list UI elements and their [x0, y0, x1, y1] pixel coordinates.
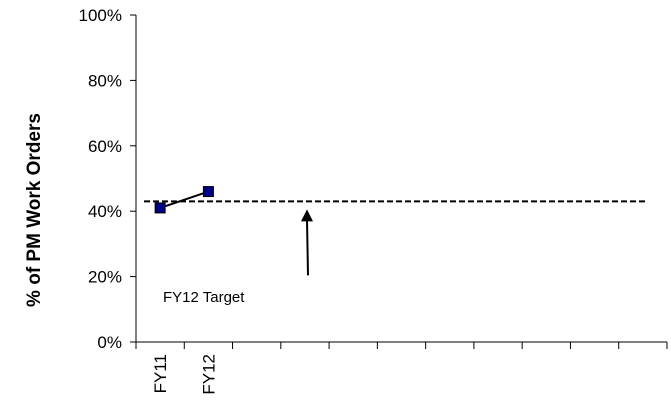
y-tick-labels: 0% 20% 40% 60% 80% 100%: [79, 6, 122, 352]
y-tick-label: 20%: [88, 268, 122, 287]
y-tick-label: 60%: [88, 137, 122, 156]
series-line: [159, 190, 209, 209]
target-annotation: FY12 Target: [163, 289, 245, 306]
x-tick-marks: [135, 342, 668, 349]
x-tick-labels: FY11 FY12: [151, 354, 218, 395]
annotation-arrow-head: [301, 209, 313, 222]
y-tick-label: 80%: [88, 71, 122, 90]
y-tick-marks: [130, 14, 136, 343]
annotation-arrow: [306, 219, 309, 276]
data-points: [154, 186, 214, 214]
y-tick-label: 100%: [79, 6, 122, 25]
y-tick-label: 0%: [97, 333, 122, 352]
y-axis-label: % of PM Work Orders: [24, 113, 45, 307]
y-tick-label: 40%: [88, 202, 122, 221]
data-point: [154, 202, 166, 214]
data-point: [202, 186, 214, 198]
x-tick-label: FY12: [199, 354, 218, 395]
x-tick-label: FY11: [151, 354, 170, 393]
